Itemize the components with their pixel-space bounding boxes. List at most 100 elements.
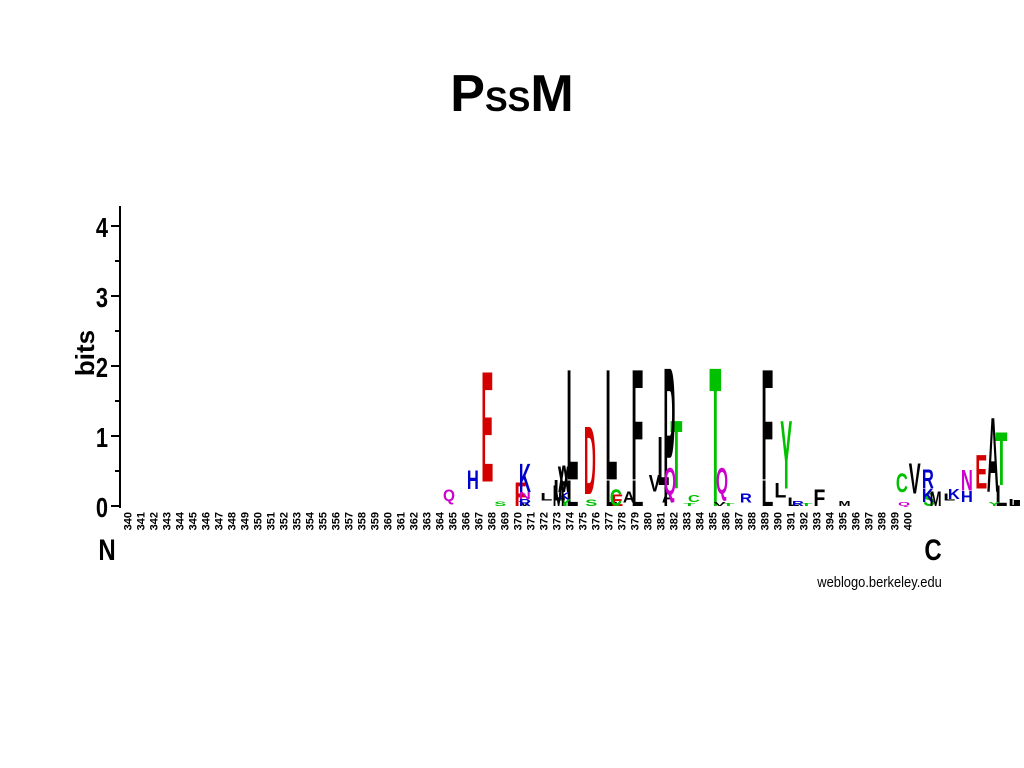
logo-letter: F: [631, 336, 643, 513]
position-label: 374: [565, 511, 577, 530]
position-label: 347: [214, 512, 226, 530]
logo-letter: L: [566, 474, 578, 515]
logo-letter: H: [467, 465, 479, 495]
logo-letter: F: [813, 484, 825, 511]
position-label: 346: [201, 512, 213, 530]
logo-letter-glyph: F: [631, 336, 643, 513]
y-tick-label: 1: [96, 422, 108, 453]
logo-letter: L: [787, 496, 799, 509]
logo-letter: L: [774, 479, 786, 503]
logo-letter: S: [923, 488, 935, 510]
position-label: 392: [799, 512, 811, 530]
logo-letter-glyph: V: [714, 501, 726, 508]
position-label: 389: [760, 512, 772, 530]
logo-letter: L: [631, 474, 643, 515]
logo-letter: L: [605, 474, 617, 515]
position-label: 344: [175, 511, 187, 530]
logo-letter: L: [553, 475, 565, 508]
position-label: 352: [279, 512, 291, 530]
logo-letter-glyph: L: [540, 492, 552, 503]
logo-letter-glyph: P: [663, 326, 675, 549]
logo-letter-glyph: L: [605, 336, 617, 513]
y-axis-label: bits: [70, 330, 100, 376]
logo-letter-glyph: L: [605, 474, 617, 515]
logo-letter: C: [896, 468, 908, 498]
logo-letter: V: [558, 460, 570, 501]
logo-letter-glyph: D: [584, 406, 596, 515]
logo-letter: N: [961, 466, 973, 498]
logo-letter-glyph: L: [566, 336, 578, 513]
position-label: 380: [643, 512, 655, 530]
logo-letter: K: [519, 455, 531, 501]
logo-letter: M: [930, 486, 942, 511]
logo-letter: S: [585, 498, 597, 508]
logo-letter-glyph: L: [566, 474, 578, 515]
logo-letter-glyph: E: [481, 338, 493, 515]
position-label: 373: [552, 512, 564, 530]
logo-letter-glyph: L: [1008, 498, 1020, 509]
logo-letter: C: [688, 493, 700, 504]
logo-letter-glyph: K: [519, 455, 531, 501]
position-label: 376: [591, 512, 603, 530]
title-letter-p: P: [450, 65, 485, 123]
logo-letter-glyph: V: [519, 499, 532, 507]
logo-letter-glyph: M: [930, 486, 942, 511]
n-terminal-label: N: [98, 532, 115, 566]
logo-letter-glyph: F: [514, 475, 526, 513]
logo-letter: V: [649, 470, 662, 497]
logo-letter-glyph: C: [610, 485, 622, 512]
position-label: 357: [344, 512, 356, 530]
position-label: 400: [903, 512, 915, 530]
position-label: 393: [812, 512, 824, 530]
position-label: 359: [370, 512, 382, 530]
credit-text: weblogo.berkeley.edu: [817, 574, 942, 591]
logo-letter-glyph: T: [709, 327, 721, 549]
logo-letter: L: [761, 474, 773, 515]
letter-stacks: FESQHILVLLLRNKYIVLLSKALFEDMLCTTAVPTTAIVC…: [443, 326, 1023, 550]
logo-letter: L: [943, 492, 955, 503]
logo-letter-glyph: N: [961, 466, 973, 498]
position-label: 363: [422, 512, 434, 530]
logo-letter: Y: [559, 498, 571, 509]
logo-letter-glyph: E: [611, 491, 623, 510]
position-label: 386: [721, 512, 733, 530]
position-label: 371: [526, 512, 538, 530]
logo-letter: H: [961, 488, 973, 505]
position-label: 395: [838, 512, 850, 530]
logo-letter: C: [610, 485, 622, 512]
logo-letter-glyph: V: [558, 460, 570, 501]
logo-letter: I: [1011, 499, 1023, 508]
logo-letter-glyph: E: [975, 445, 987, 499]
logo-letter-glyph: T: [670, 401, 682, 509]
logo-letter-glyph: S: [585, 498, 597, 508]
logo-letter-glyph: Q: [716, 459, 728, 501]
logo-letter-glyph: F: [813, 484, 825, 511]
position-label: 361: [396, 512, 408, 530]
position-label: 358: [357, 512, 369, 530]
logo-letter: Q: [898, 501, 910, 508]
logo-letter-glyph: Q: [664, 461, 676, 504]
logo-letter: R: [922, 464, 934, 494]
logo-letter: M: [553, 479, 565, 512]
c-terminal-label: C: [924, 532, 941, 566]
title-letter-s1: S: [484, 81, 508, 119]
logo-letter: A: [987, 397, 999, 516]
position-label: 388: [747, 512, 759, 530]
logo-letter-glyph: C: [688, 493, 700, 504]
logo-letter: Q: [716, 459, 728, 501]
logo-letter: T: [709, 327, 721, 549]
y-tick-label: 0: [96, 492, 108, 523]
position-label: 369: [500, 512, 512, 530]
logo-letter-glyph: T: [800, 502, 812, 507]
position-label: 354: [305, 511, 317, 530]
position-label: 390: [773, 512, 785, 530]
position-label: 350: [253, 512, 265, 530]
position-label: 353: [292, 512, 304, 530]
logo-letter-glyph: S: [494, 500, 506, 508]
logo-letter-glyph: L: [995, 480, 1007, 513]
logo-letter-glyph: F: [761, 336, 773, 513]
slide-title: PSSM: [0, 68, 1024, 120]
logo-letter: L: [657, 421, 669, 500]
position-label: 397: [864, 512, 876, 530]
